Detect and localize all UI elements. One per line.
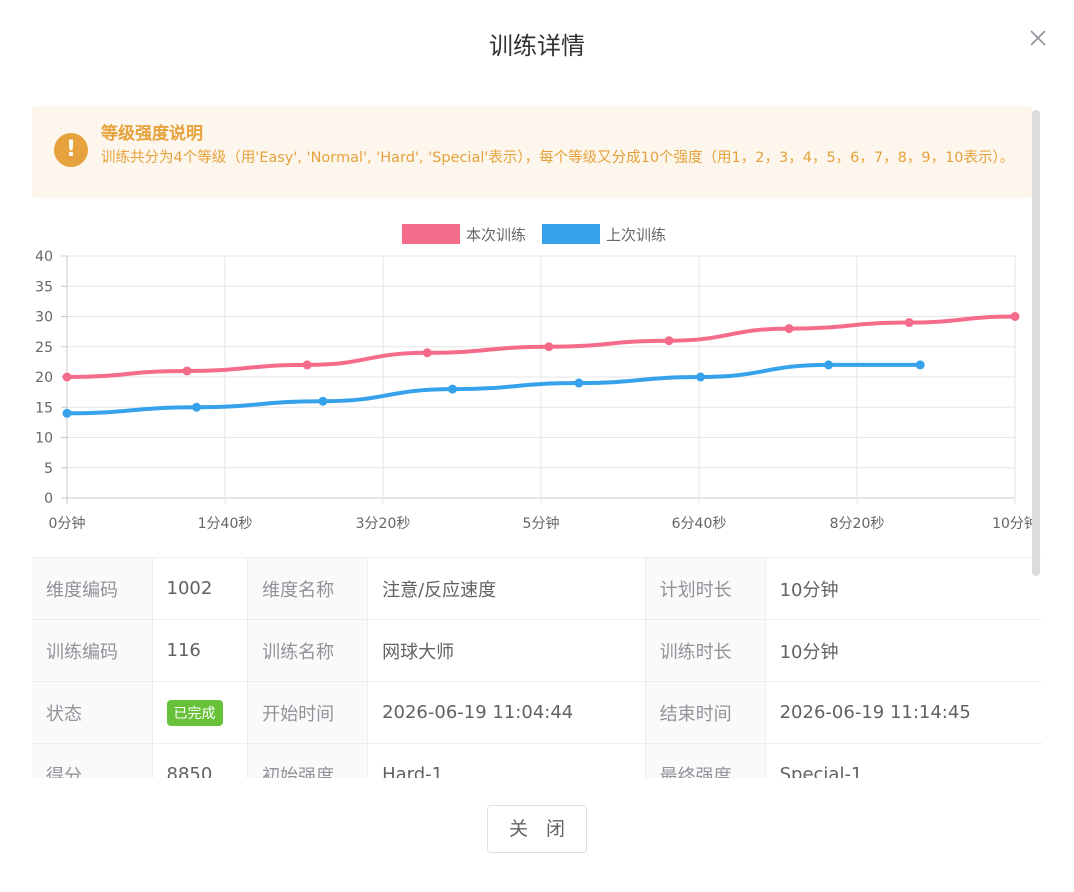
- data-point: [1010, 312, 1020, 321]
- legend-swatch: [542, 224, 600, 244]
- close-button[interactable]: 关 闭: [487, 805, 587, 853]
- series-line: [66, 362, 921, 416]
- table-row: 维度编码 1002 维度名称 注意/反应速度 计划时长 10分钟: [32, 557, 1042, 620]
- field-label: 最终强度: [645, 743, 766, 778]
- y-tick-label: 5: [44, 461, 53, 477]
- data-point: [422, 348, 432, 358]
- field-label: 训练编码: [32, 619, 153, 682]
- scrollbar[interactable]: [1032, 110, 1040, 576]
- table-row: 训练编码 116 训练名称 网球大师 训练时长 10分钟: [32, 619, 1042, 682]
- field-label: 开始时间: [247, 681, 369, 744]
- field-value: 10分钟: [765, 619, 1042, 682]
- dialog-title: 训练详情: [489, 32, 585, 60]
- level-intensity-alert: ! 等级强度说明 训练共分为4个等级（用'Easy', 'Normal', 'H…: [32, 106, 1032, 198]
- data-point: [448, 384, 458, 394]
- table-row: 得分 8850 初始强度 Hard-1 最终强度 Special-1: [32, 743, 1042, 778]
- y-tick-label: 25: [35, 340, 53, 356]
- data-point: [182, 366, 192, 376]
- alert-title: 等级强度说明: [101, 124, 203, 144]
- field-value: 2026-06-19 11:14:45: [765, 681, 1042, 744]
- y-tick-label: 30: [35, 310, 53, 326]
- dialog-body[interactable]: ! 等级强度说明 训练共分为4个等级（用'Easy', 'Normal', 'H…: [32, 106, 1042, 778]
- status-badge: 已完成: [166, 699, 223, 726]
- field-value: 2026-06-19 11:04:44: [367, 681, 646, 744]
- status-cell: 已完成: [152, 681, 249, 744]
- y-tick-label: 0: [44, 491, 53, 507]
- field-label: 计划时长: [645, 557, 766, 620]
- x-tick-label: 10分钟: [992, 515, 1038, 532]
- data-point: [696, 372, 706, 382]
- data-point: [664, 336, 674, 346]
- warning-icon: !: [54, 133, 88, 167]
- data-point: [544, 342, 554, 352]
- field-value: 网球大师: [367, 619, 646, 682]
- data-point: [62, 408, 72, 418]
- field-label: 维度名称: [247, 557, 369, 620]
- data-point: [824, 360, 834, 370]
- legend-label: 本次训练: [466, 226, 526, 244]
- field-label: 结束时间: [645, 681, 766, 744]
- x-tick-label: 8分20秒: [830, 516, 885, 532]
- data-point: [302, 360, 312, 370]
- field-label: 训练名称: [247, 619, 369, 682]
- data-point: [192, 402, 202, 412]
- x-tick-label: 5分钟: [523, 515, 560, 532]
- field-label: 得分: [32, 743, 153, 778]
- field-value: 注意/反应速度: [367, 557, 646, 620]
- field-label: 训练时长: [645, 619, 766, 682]
- legend-swatch: [402, 224, 460, 244]
- alert-description: 训练共分为4个等级（用'Easy', 'Normal', 'Hard', 'Sp…: [101, 150, 1015, 166]
- table-row: 状态 已完成 开始时间 2026-06-19 11:04:44 结束时间 2026-06-…: [32, 681, 1042, 744]
- field-value: Special-1: [765, 743, 1042, 778]
- y-tick-label: 15: [35, 400, 53, 416]
- field-value: 116: [152, 619, 249, 682]
- data-point: [784, 324, 794, 334]
- data-point: [904, 318, 914, 328]
- field-value: Hard-1: [367, 743, 646, 778]
- y-tick-label: 10: [35, 431, 53, 447]
- x-tick-label: 3分20秒: [356, 516, 411, 532]
- y-tick-label: 35: [35, 279, 53, 295]
- y-tick-label: 20: [35, 370, 53, 386]
- field-label: 维度编码: [32, 557, 153, 620]
- field-value: 10分钟: [765, 557, 1042, 620]
- legend-label: 上次训练: [606, 226, 666, 244]
- training-info-table: 维度编码 1002 维度名称 注意/反应速度 计划时长 10分钟 训练编码 116 训练名称 网球…: [32, 557, 1042, 778]
- data-point: [62, 372, 72, 382]
- data-point: [915, 360, 925, 370]
- data-point: [318, 396, 328, 406]
- field-label: 初始强度: [247, 743, 369, 778]
- training-line-chart: 0 5 10 15 20 25 30 35 40 0分钟 1分40秒 3分20秒 5分钟 6分40秒 8分2…: [32, 216, 1042, 546]
- close-icon[interactable]: [1024, 24, 1052, 52]
- field-value: 8850: [152, 743, 249, 778]
- x-tick-label: 0分钟: [49, 515, 86, 532]
- x-tick-label: 1分40秒: [198, 516, 253, 532]
- field-label: 状态: [32, 681, 153, 744]
- x-tick-label: 6分40秒: [672, 516, 727, 532]
- field-value: 1002: [152, 557, 249, 620]
- y-tick-label: 40: [35, 249, 53, 265]
- data-point: [574, 378, 584, 388]
